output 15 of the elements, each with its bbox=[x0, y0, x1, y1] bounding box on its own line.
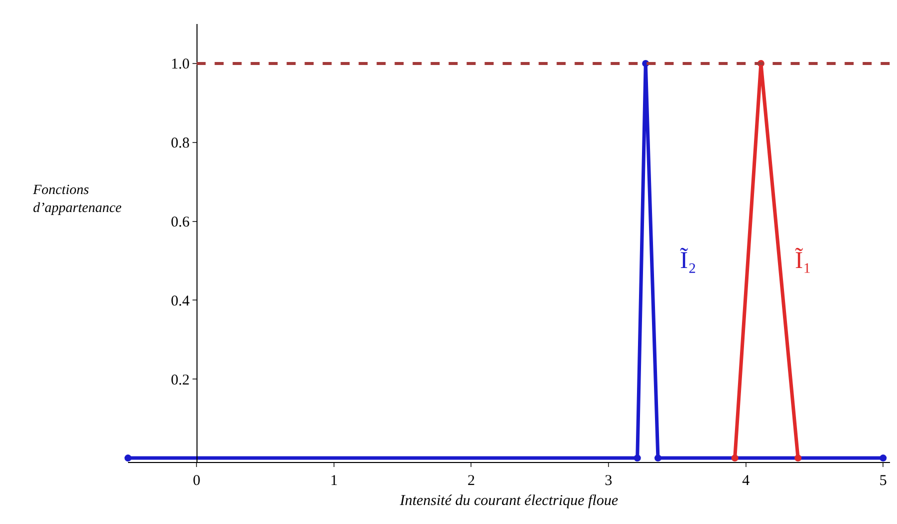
y-tick-label: 0.4 bbox=[170, 293, 190, 310]
x-tick-label: 2 bbox=[467, 473, 475, 489]
x-tick-label: 4 bbox=[742, 473, 750, 489]
y-axis-title: Fonctions d’appartenance bbox=[32, 183, 122, 216]
x-tick-label: 1 bbox=[330, 473, 338, 489]
x-axis-title: Intensité du courant électrique floue bbox=[398, 493, 618, 509]
series-label: Ĩ₁ bbox=[795, 247, 812, 274]
series-label: Ĩ₂ bbox=[680, 247, 696, 274]
x-tick-label: 0 bbox=[192, 473, 200, 489]
y-tick-label: 1.0 bbox=[170, 56, 190, 73]
y-tick-label: 0.2 bbox=[170, 372, 190, 388]
x-tick-label: 5 bbox=[879, 473, 887, 489]
x-tick-label: 3 bbox=[604, 473, 612, 489]
y-tick-label: 0.8 bbox=[170, 136, 190, 152]
y-tick-label: 0.6 bbox=[170, 214, 190, 231]
